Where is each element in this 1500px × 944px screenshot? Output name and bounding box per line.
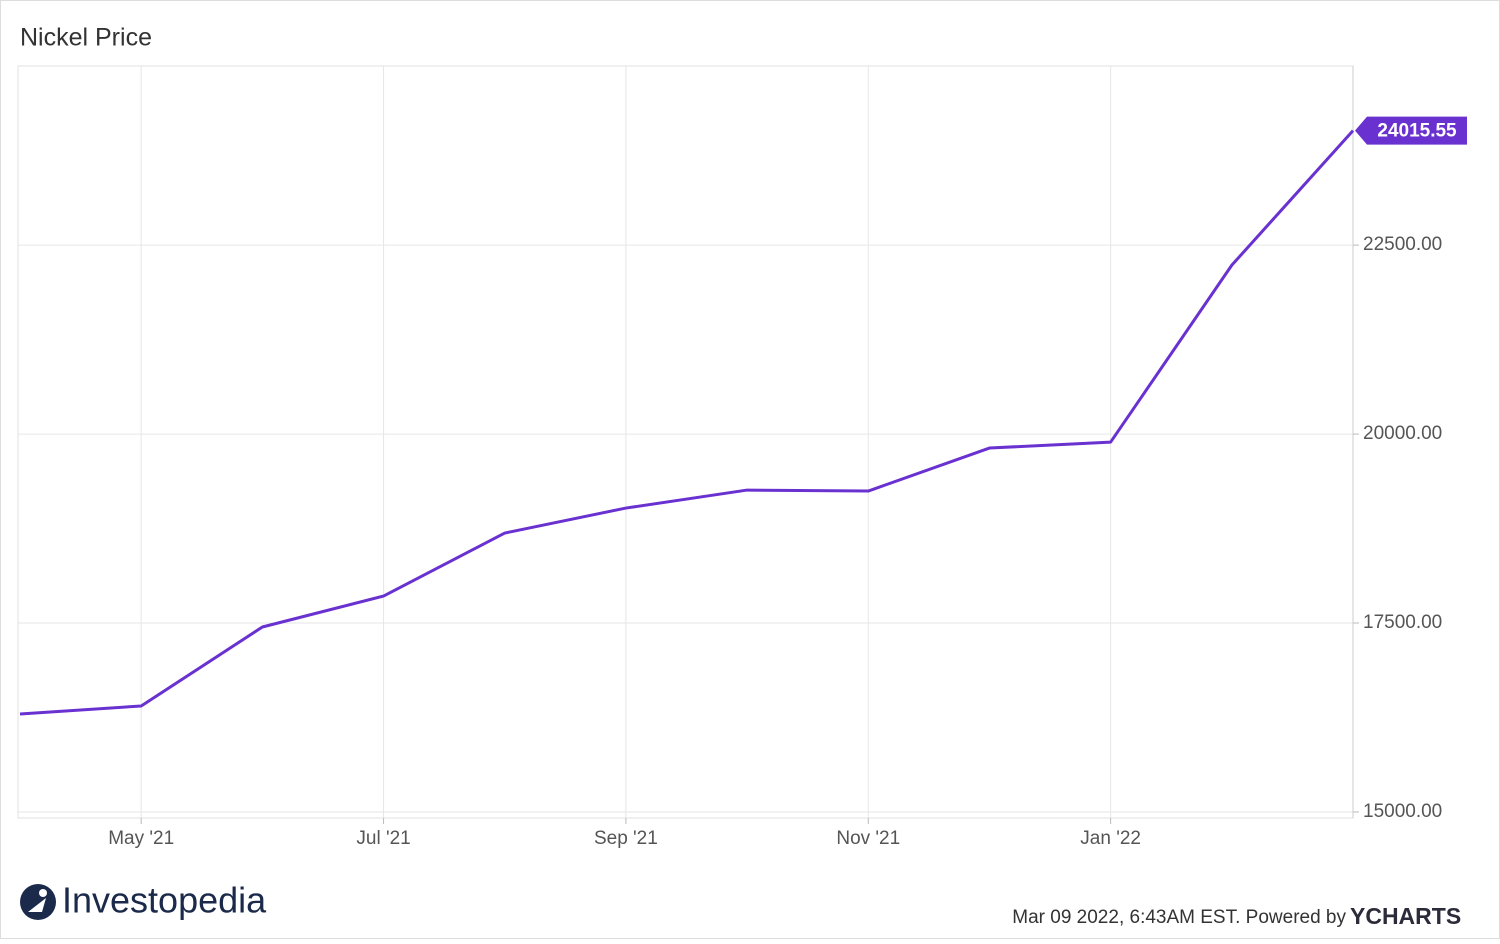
y-tick-label: 17500.00 <box>1363 612 1442 633</box>
chart-title: Nickel Price <box>20 24 152 52</box>
x-tick-label: Sep '21 <box>594 828 658 849</box>
x-tick-label: Jan '22 <box>1080 828 1141 849</box>
value-label: 24015.55 <box>1377 121 1457 142</box>
x-tick-label: Jul '21 <box>356 828 410 849</box>
x-tick-label: May '21 <box>108 828 174 849</box>
value-tag <box>1355 116 1467 145</box>
x-tick-label: Nov '21 <box>836 828 900 849</box>
timestamp: Mar 09 2022, 6:43AM EST. Powered by <box>1012 907 1346 928</box>
line <box>19 129 1355 716</box>
brand: YCHARTS <box>1350 903 1461 929</box>
y-tick-label: 22500.00 <box>1363 234 1442 255</box>
y-tick-label: 15000.00 <box>1363 801 1442 822</box>
y-tick-label: 20000.00 <box>1363 423 1442 444</box>
logo-icon <box>20 884 56 920</box>
logo-text: Investopedia <box>62 880 267 921</box>
